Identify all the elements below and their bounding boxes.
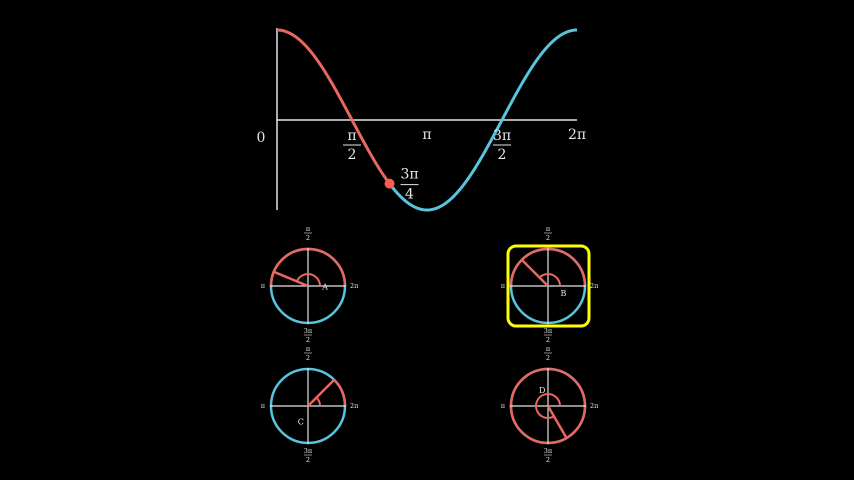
cosine-curve-remaining bbox=[388, 28, 578, 212]
graph-marked-point bbox=[384, 178, 395, 189]
label-bottom-numerator: 3π bbox=[304, 447, 313, 455]
label-top-numerator: π bbox=[306, 345, 311, 353]
angle-radius-line bbox=[520, 258, 549, 287]
label-left: π bbox=[261, 402, 266, 410]
label-top-numerator: π bbox=[546, 345, 551, 353]
circle-letter-label: A bbox=[321, 283, 328, 292]
label-left: π bbox=[501, 282, 506, 290]
angle-radius-line bbox=[307, 378, 336, 407]
label-bottom-denominator: 2 bbox=[546, 456, 550, 464]
graph-marked-point-label: 3π4 bbox=[400, 167, 418, 203]
angle-radius-line bbox=[273, 270, 309, 288]
tick-label-numerator: π bbox=[347, 128, 356, 144]
label-right: 2π bbox=[350, 402, 359, 410]
label-top-denominator: 2 bbox=[306, 234, 310, 242]
label-top-numerator: π bbox=[546, 225, 551, 233]
selection-highlight-box bbox=[506, 244, 591, 328]
marked-point-denominator: 4 bbox=[405, 187, 414, 203]
label-right: 2π bbox=[590, 282, 599, 290]
marked-point-numerator: 3π bbox=[400, 167, 418, 183]
cosine-curve-traced bbox=[276, 28, 391, 185]
angle-marker-arc bbox=[315, 396, 322, 407]
circle-letter-label: B bbox=[560, 289, 566, 298]
angle-marker-arc bbox=[295, 273, 321, 287]
angle-marker-arc bbox=[538, 273, 561, 287]
tick-label-denominator: 2 bbox=[498, 147, 507, 163]
label-top-denominator: 2 bbox=[306, 354, 310, 362]
circle-letter-label: D bbox=[539, 386, 545, 395]
circle-traced-arc bbox=[333, 378, 347, 407]
label-left: π bbox=[501, 402, 506, 410]
label-top-numerator: π bbox=[306, 225, 311, 233]
label-bottom-numerator: 3π bbox=[544, 447, 553, 455]
angle-marker-arc bbox=[535, 393, 561, 419]
graph-origin-label: 0 bbox=[257, 130, 266, 146]
tick-label-numerator: 3π bbox=[493, 128, 511, 144]
label-right: 2π bbox=[350, 282, 359, 290]
angle-radius-line bbox=[546, 405, 568, 439]
label-bottom-denominator: 2 bbox=[306, 336, 310, 344]
label-left: π bbox=[261, 282, 266, 290]
label-top-denominator: 2 bbox=[546, 234, 550, 242]
label-right: 2π bbox=[590, 402, 599, 410]
label-bottom-denominator: 2 bbox=[306, 456, 310, 464]
label-bottom-denominator: 2 bbox=[546, 336, 550, 344]
label-bottom-numerator: 3π bbox=[544, 327, 553, 335]
tick-label: π bbox=[422, 127, 431, 143]
label-top-denominator: 2 bbox=[546, 354, 550, 362]
circle-letter-label: C bbox=[298, 417, 304, 426]
tick-label: 2π bbox=[568, 127, 586, 143]
tick-label-denominator: 2 bbox=[348, 147, 357, 163]
label-bottom-numerator: 3π bbox=[304, 327, 313, 335]
